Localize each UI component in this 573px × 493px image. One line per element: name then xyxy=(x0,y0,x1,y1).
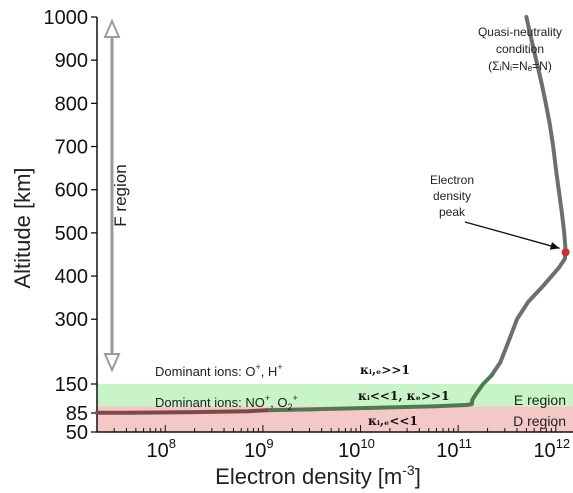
y-tick-label: 50 xyxy=(66,422,88,444)
x-tick-label: 1010 xyxy=(338,436,375,462)
f-region-arrow xyxy=(103,18,121,373)
dominant-ions-f: Dominant ions: O+, H+ xyxy=(155,362,283,379)
y-tick-label: 400 xyxy=(55,266,88,288)
quasi-neutrality-line3: (ΣᵢNᵢ=Nₑ=N) xyxy=(488,59,552,73)
axes xyxy=(96,17,573,433)
x-tick-label: 1012 xyxy=(533,436,570,462)
y-tick-label: 800 xyxy=(55,93,88,115)
peak-arrow xyxy=(464,221,560,250)
peak-label-line3: peak xyxy=(439,205,466,219)
peak-label-line2: density xyxy=(433,189,471,203)
y-tick-label: 500 xyxy=(55,223,88,245)
quasi-neutrality-line2: condition xyxy=(496,42,544,56)
y-tick-label: 900 xyxy=(55,50,88,72)
region-bands xyxy=(97,384,573,432)
kappa-f-label: κᵢ,ₑ>>1 xyxy=(360,363,410,377)
x-axis-label: Electron density [m-3] xyxy=(215,462,421,489)
y-tick-label: 300 xyxy=(55,309,88,331)
x-tick-label: 1011 xyxy=(436,436,472,462)
f-region-label: F region xyxy=(111,164,130,226)
dominant-ions-e: Dominant ions: NO+, O2+ xyxy=(155,393,298,412)
series-lines xyxy=(95,15,568,415)
peak-marker xyxy=(561,248,570,257)
y-tick-label: 85 xyxy=(66,403,88,425)
y-tick-label: 150 xyxy=(55,374,88,396)
series-line-1 xyxy=(264,373,494,413)
d-region-label: D region xyxy=(513,413,566,429)
band-0 xyxy=(97,384,573,407)
kappa-e-label: κᵢ<<1, κₑ>>1 xyxy=(358,389,449,403)
x-tick-label: 108 xyxy=(147,436,176,462)
y-tick-label: 600 xyxy=(55,180,88,202)
y-tick-label: 1000 xyxy=(44,7,89,29)
y-axis-label: Altitude [km] xyxy=(10,167,35,288)
series-line-2 xyxy=(95,408,269,415)
kappa-d-label: κᵢ,ₑ<<1 xyxy=(368,414,418,428)
y-tick-label: 700 xyxy=(55,137,88,159)
x-tick-label: 109 xyxy=(244,436,273,462)
quasi-neutrality-line1: Quasi-neutrality xyxy=(478,25,562,39)
e-region-label: E region xyxy=(514,392,566,408)
peak-label-line1: Electron xyxy=(430,173,474,187)
x-ticks: 108 109 1010 1011 1012 xyxy=(96,425,570,462)
series-line-0 xyxy=(489,15,568,378)
